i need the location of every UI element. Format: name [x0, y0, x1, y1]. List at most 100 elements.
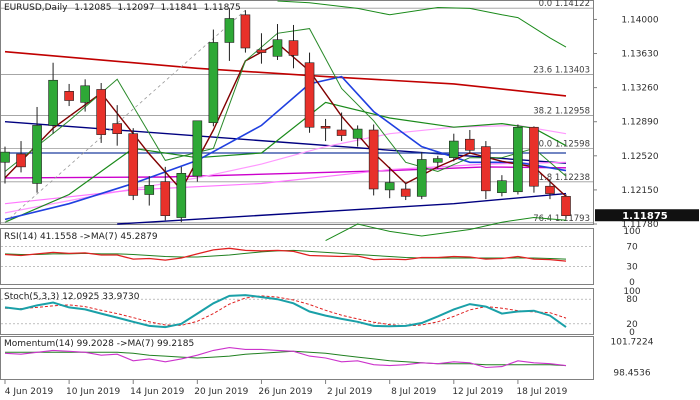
stoch-tick-label-3: 0	[629, 328, 635, 338]
price-tick-label-3: 1.12890	[621, 118, 658, 128]
candle-body-32	[513, 126, 523, 193]
overlay-line-8	[4, 75, 567, 221]
rsi-panel-frame	[0, 228, 594, 285]
price-tick-label-1: 1.13630	[621, 50, 658, 60]
price-tick-label-0: 1.14000	[621, 15, 658, 25]
candles	[0, 8, 571, 223]
momentum-main-line	[4, 347, 567, 369]
rsi-tick-label-3: 0	[629, 278, 635, 288]
date-tick-label-5: 2 Jul 2019	[327, 387, 372, 397]
candle-body-10	[160, 181, 171, 217]
rsi-label: RSI(14) 41.1558 ->MA(7) 45.2879	[4, 232, 158, 242]
candle-body-26	[416, 159, 427, 197]
open-value: 1.12085	[74, 3, 111, 13]
stoch-label: Stoch(5,3,3) 12.0925 33.9730	[4, 292, 140, 302]
date-tick-label-1: 10 Jun 2019	[66, 387, 120, 397]
fib-label-5: 76.4 1.11793	[533, 214, 590, 224]
candle-body-9	[144, 184, 155, 195]
price-panel-frame	[0, 0, 594, 225]
candle-body-22	[352, 128, 363, 139]
candle-body-33	[529, 126, 539, 187]
candle-body-15	[240, 14, 251, 49]
fib-label-2: 38.2 1.12958	[533, 106, 590, 116]
candle-body-29	[465, 138, 475, 151]
momentum-panel: 101.7224 98.4536	[4, 338, 654, 379]
symbol-label: EURUSD,Daily	[4, 3, 68, 13]
candle-body-35	[561, 196, 571, 217]
overlay-line-2	[4, 166, 567, 179]
momentum-tick-label-0: 101.7224	[611, 338, 654, 348]
candle-body-11	[176, 173, 187, 218]
candle-body-5	[80, 85, 90, 103]
candle-body-19	[304, 62, 315, 128]
candle-body-28	[448, 140, 459, 158]
candle-body-21	[336, 129, 347, 136]
overlay-line-7	[4, 101, 567, 223]
candle-body-1	[16, 153, 26, 168]
stoch-ma-line	[4, 295, 567, 327]
momentum-label: Momentum(14) 99.2028 ->MA(7) 99.2185	[4, 339, 194, 349]
candle-body-3	[48, 79, 58, 126]
momentum-tick-label-1: 98.4536	[613, 369, 650, 379]
candle-body-16	[256, 49, 267, 53]
date-tick-label-0: 4 Jun 2019	[5, 387, 54, 397]
high-value: 1.12097	[117, 3, 154, 13]
price-axis: 1.14000 1.13630 1.13260 1.12890 1.12520 1.121…	[593, 15, 699, 230]
date-tick-label-3: 20 Jun 2019	[194, 387, 248, 397]
candle-body-4	[64, 91, 74, 101]
current-price-box	[595, 209, 699, 222]
candle-body-27	[432, 158, 443, 163]
candle-body-34	[545, 185, 555, 194]
date-tick-label-8: 18 Jul 2019	[516, 387, 567, 397]
date-axis: 4 Jun 2019 10 Jun 2019 14 Jun 2019 20 Jun 2…	[4, 380, 568, 397]
fib-label-3: 50.0 1.12598	[533, 140, 590, 150]
candle-body-14	[224, 18, 235, 43]
candle-body-7	[112, 123, 122, 134]
price-tick-label-5: 1.12150	[621, 186, 658, 196]
overlay-line-6	[4, 161, 567, 205]
candle-body-18	[288, 40, 299, 56]
candle-body-13	[208, 42, 219, 123]
date-tick-label-6: 8 Jul 2019	[391, 387, 436, 397]
momentum-panel-frame	[0, 336, 594, 380]
candle-body-8	[128, 133, 139, 196]
fib-label-0: 0.0 1.14122	[539, 0, 590, 9]
candle-body-12	[192, 120, 203, 177]
date-tick-label-4: 26 Jun 2019	[258, 387, 312, 397]
overlay-line-3	[117, 192, 567, 225]
stoch-main-line	[4, 294, 567, 329]
candle-body-31	[497, 180, 507, 193]
overlay-line-0	[4, 50, 567, 97]
rsi-panel: 100 70 30 0	[1, 227, 641, 288]
rsi-tick-label-2: 30	[626, 263, 638, 273]
symbol-header: EURUSD,Daily 1.12085 1.12097 1.11841 1.1…	[4, 3, 241, 13]
candle-body-24	[384, 182, 395, 191]
stoch-tick-label-2: 20	[626, 320, 638, 330]
candle-body-23	[368, 129, 379, 190]
low-value: 1.11841	[160, 3, 197, 13]
candle-body-0	[0, 151, 10, 163]
candle-body-17	[272, 39, 283, 57]
rsi-tick-label-1: 70	[626, 242, 638, 252]
candle-body-2	[32, 125, 42, 184]
date-tick-label-2: 14 Jun 2019	[130, 387, 184, 397]
price-tick-label-6: 1.11780	[621, 220, 658, 230]
close-value: 1.11875	[204, 3, 241, 13]
overlay-line-12	[325, 216, 567, 242]
candle-body-6	[96, 89, 106, 135]
stoch-tick-label-0: 100	[623, 287, 640, 297]
fib-label-1: 23.6 1.13403	[533, 65, 590, 75]
fib-label-4: 61.8 1.12238	[533, 173, 590, 183]
candle-body-20	[320, 126, 331, 129]
current-price-label: 1.11875	[622, 211, 668, 222]
price-tick-label-2: 1.13260	[621, 84, 658, 94]
rsi-main-line	[4, 247, 567, 262]
date-tick-label-7: 12 Jul 2019	[452, 387, 503, 397]
stoch-tick-label-1: 80	[626, 295, 638, 305]
candle-body-30	[481, 146, 491, 192]
rsi-tick-label-0: 100	[623, 227, 640, 237]
overlay-line-11	[277, 0, 567, 48]
